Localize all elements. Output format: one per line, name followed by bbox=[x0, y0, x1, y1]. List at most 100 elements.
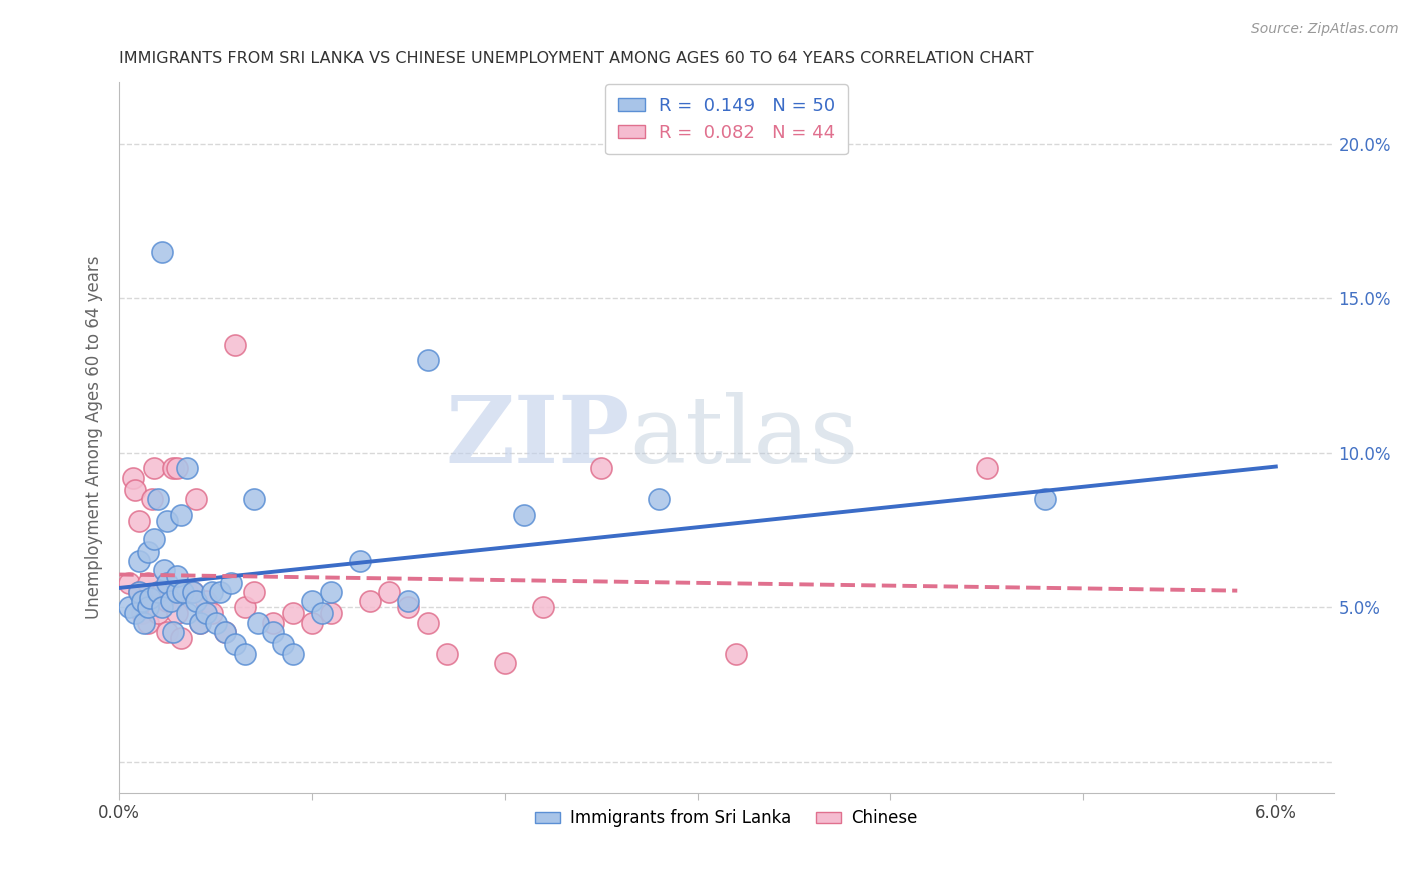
Legend: Immigrants from Sri Lanka, Chinese: Immigrants from Sri Lanka, Chinese bbox=[529, 803, 924, 834]
Point bbox=[301, 594, 323, 608]
Point bbox=[139, 591, 162, 605]
Point bbox=[146, 492, 169, 507]
Point bbox=[136, 575, 159, 590]
Point bbox=[166, 461, 188, 475]
Point bbox=[321, 607, 343, 621]
Point bbox=[166, 569, 188, 583]
Point bbox=[188, 615, 211, 630]
Text: atlas: atlas bbox=[630, 392, 859, 483]
Point bbox=[416, 353, 439, 368]
Point bbox=[141, 492, 163, 507]
Point bbox=[146, 585, 169, 599]
Point bbox=[118, 600, 141, 615]
Point bbox=[156, 594, 179, 608]
Point bbox=[162, 625, 184, 640]
Point bbox=[186, 594, 208, 608]
Point bbox=[118, 575, 141, 590]
Point bbox=[214, 625, 236, 640]
Point bbox=[725, 647, 748, 661]
Point bbox=[156, 514, 179, 528]
Point bbox=[166, 607, 188, 621]
Point bbox=[224, 337, 246, 351]
Point bbox=[136, 615, 159, 630]
Point bbox=[146, 585, 169, 599]
Point bbox=[131, 607, 153, 621]
Point bbox=[172, 585, 194, 599]
Point bbox=[247, 615, 270, 630]
Point bbox=[263, 615, 285, 630]
Point bbox=[531, 600, 554, 615]
Point bbox=[150, 600, 173, 615]
Point bbox=[214, 625, 236, 640]
Point bbox=[591, 461, 613, 475]
Text: Source: ZipAtlas.com: Source: ZipAtlas.com bbox=[1251, 22, 1399, 37]
Point bbox=[416, 615, 439, 630]
Point bbox=[160, 594, 183, 608]
Point bbox=[219, 575, 242, 590]
Point bbox=[143, 533, 166, 547]
Point bbox=[195, 607, 218, 621]
Point bbox=[436, 647, 458, 661]
Point bbox=[181, 585, 204, 599]
Point bbox=[124, 483, 146, 497]
Point bbox=[243, 585, 266, 599]
Point bbox=[321, 585, 343, 599]
Point bbox=[201, 585, 224, 599]
Point bbox=[378, 585, 401, 599]
Point bbox=[396, 594, 419, 608]
Point bbox=[311, 607, 333, 621]
Point bbox=[176, 585, 198, 599]
Point bbox=[263, 625, 285, 640]
Point bbox=[243, 492, 266, 507]
Point bbox=[186, 492, 208, 507]
Point bbox=[195, 594, 218, 608]
Point bbox=[349, 554, 371, 568]
Point bbox=[648, 492, 671, 507]
Point bbox=[156, 575, 179, 590]
Point bbox=[233, 600, 256, 615]
Point bbox=[188, 615, 211, 630]
Point bbox=[134, 594, 156, 608]
Point bbox=[208, 585, 231, 599]
Y-axis label: Unemployment Among Ages 60 to 64 years: Unemployment Among Ages 60 to 64 years bbox=[86, 256, 103, 619]
Point bbox=[150, 245, 173, 260]
Point bbox=[170, 631, 193, 645]
Point bbox=[359, 594, 381, 608]
Point bbox=[128, 585, 150, 599]
Point bbox=[176, 607, 198, 621]
Point bbox=[181, 585, 204, 599]
Point bbox=[150, 585, 173, 599]
Point bbox=[162, 461, 184, 475]
Point bbox=[281, 607, 304, 621]
Point bbox=[201, 607, 224, 621]
Text: IMMIGRANTS FROM SRI LANKA VS CHINESE UNEMPLOYMENT AMONG AGES 60 TO 64 YEARS CORR: IMMIGRANTS FROM SRI LANKA VS CHINESE UNE… bbox=[120, 51, 1033, 66]
Point bbox=[134, 615, 156, 630]
Text: ZIP: ZIP bbox=[446, 392, 630, 483]
Point bbox=[136, 600, 159, 615]
Point bbox=[513, 508, 536, 522]
Point bbox=[224, 637, 246, 651]
Point bbox=[204, 615, 226, 630]
Point bbox=[121, 470, 143, 484]
Point bbox=[494, 656, 516, 670]
Point bbox=[131, 594, 153, 608]
Point bbox=[152, 563, 174, 577]
Point bbox=[170, 508, 193, 522]
Point bbox=[176, 461, 198, 475]
Point bbox=[128, 514, 150, 528]
Point bbox=[143, 461, 166, 475]
Point bbox=[156, 625, 179, 640]
Point bbox=[128, 585, 150, 599]
Point bbox=[301, 615, 323, 630]
Point bbox=[281, 647, 304, 661]
Point bbox=[976, 461, 998, 475]
Point bbox=[396, 600, 419, 615]
Point bbox=[271, 637, 294, 651]
Point bbox=[166, 585, 188, 599]
Point bbox=[136, 544, 159, 558]
Point bbox=[128, 554, 150, 568]
Point bbox=[124, 607, 146, 621]
Point bbox=[233, 647, 256, 661]
Point bbox=[146, 607, 169, 621]
Point bbox=[1033, 492, 1056, 507]
